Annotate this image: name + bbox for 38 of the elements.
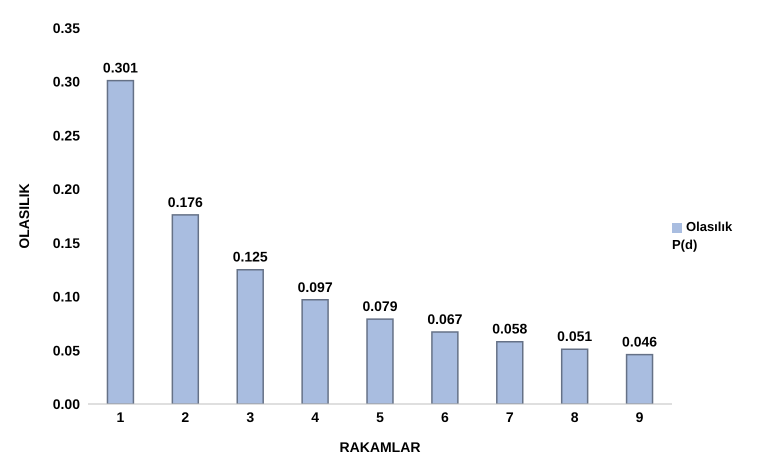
bar — [301, 299, 329, 404]
bar — [560, 348, 588, 404]
x-axis-title: RAKAMLAR — [340, 439, 420, 455]
x-tick-label: 4 — [311, 408, 320, 425]
x-tick-label: 3 — [246, 408, 254, 425]
bar — [236, 268, 264, 404]
data-label: 0.046 — [622, 334, 658, 350]
y-tick-label: 0.25 — [52, 127, 80, 144]
y-tick-label: 0.00 — [52, 396, 80, 412]
data-label: 0.176 — [168, 194, 204, 210]
x-tick-label: 8 — [570, 408, 579, 425]
legend-label: Olasılık P(d) — [672, 219, 732, 252]
y-tick-label: 0.20 — [52, 181, 80, 198]
x-tick-label: 2 — [181, 408, 190, 425]
y-tick-label: 0.10 — [52, 288, 80, 305]
x-tick-label: 9 — [636, 408, 644, 425]
data-label: 0.079 — [362, 298, 398, 314]
y-axis-title: OLASILIK — [16, 183, 32, 249]
y-tick-label: 0.35 — [52, 20, 80, 36]
bar — [106, 80, 134, 404]
data-label: 0.097 — [298, 278, 333, 295]
bar — [366, 318, 394, 404]
y-tick-label: 0.30 — [52, 74, 80, 90]
bar — [626, 354, 654, 404]
x-tick-label: 6 — [440, 408, 449, 425]
data-label: 0.051 — [557, 328, 592, 344]
bar — [172, 214, 200, 404]
bar — [496, 340, 524, 404]
data-label: 0.067 — [427, 311, 463, 328]
bar — [431, 331, 459, 404]
y-tick-label: 0.05 — [52, 342, 80, 358]
x-tick-label: 7 — [506, 408, 514, 425]
x-tick-label: 1 — [116, 408, 125, 425]
data-label: 0.058 — [492, 320, 528, 337]
x-tick-label: 5 — [376, 408, 384, 425]
data-label: 0.125 — [232, 248, 268, 265]
data-label: 0.301 — [102, 60, 138, 76]
y-tick-label: 0.15 — [52, 234, 80, 251]
